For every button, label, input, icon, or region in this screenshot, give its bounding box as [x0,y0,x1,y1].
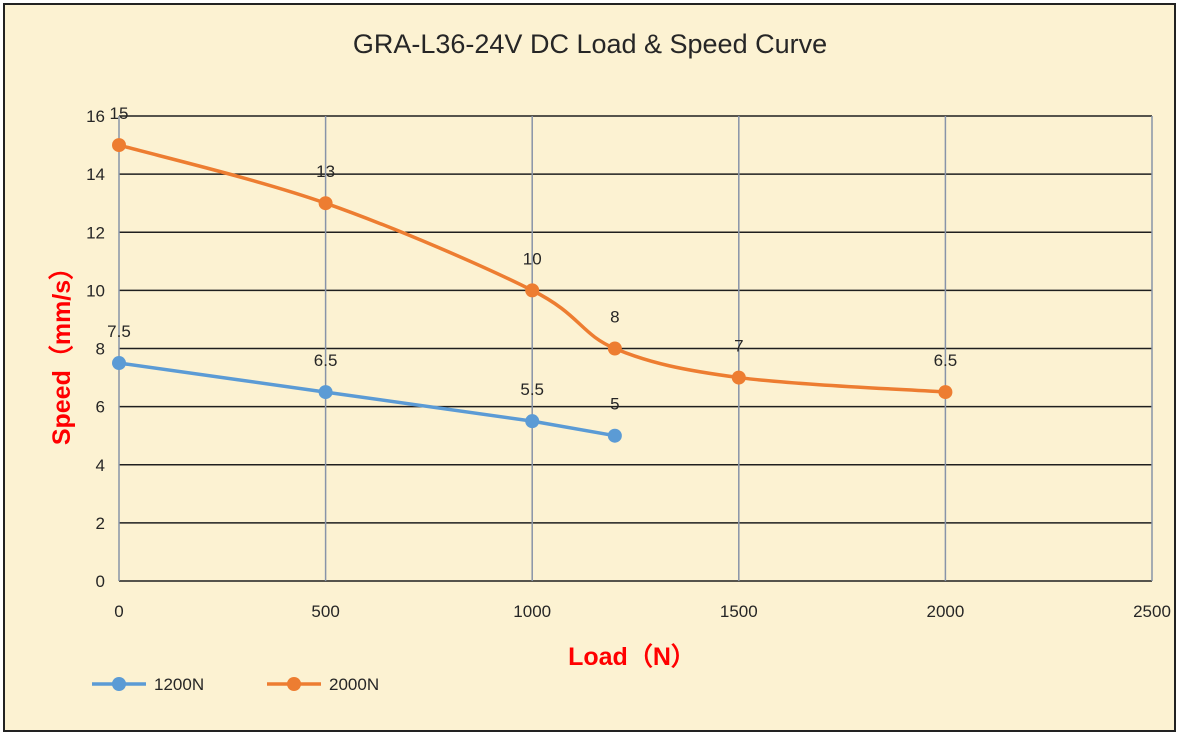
tick-labels: 0 2 4 6 8 10 12 14 16 0 500 1000 1500 2000 2500 [86,107,1171,621]
y-tick-label: 14 [86,165,105,184]
y-axis-title: Speed（mm/s） [47,255,76,445]
data-label: 5.5 [520,380,544,399]
data-labels: 7.5 6.5 5.5 5 15 13 10 8 7 6.5 [107,104,957,414]
data-label: 15 [110,104,129,123]
x-tick-label: 2000 [926,602,964,621]
data-point [607,341,622,356]
x-tick-label: 1000 [513,602,551,621]
data-label: 6.5 [314,351,338,370]
data-point [731,370,746,385]
chart-frame [3,3,1176,732]
x-tick-label: 0 [114,602,123,621]
legend-marker [287,677,301,691]
y-tick-label: 12 [86,223,105,242]
data-point [525,283,540,298]
y-tick-label: 0 [96,572,105,591]
legend-entry: 1200N [154,675,204,694]
legend: 1200N 2000N [92,675,379,694]
data-point [318,196,333,211]
data-label: 5 [610,395,619,414]
y-tick-label: 6 [96,398,105,417]
legend-marker [112,677,126,691]
data-point [525,414,540,429]
legend-entry: 2000N [329,675,379,694]
x-axis-title: Load（N） [568,642,696,671]
y-tick-label: 10 [86,281,105,300]
data-point [607,428,622,443]
x-tick-label: 2500 [1133,602,1171,621]
series-line-2000N [117,143,948,394]
y-tick-label: 2 [96,514,105,533]
data-label: 7.5 [107,322,131,341]
y-tick-label: 16 [86,107,105,126]
series [112,138,953,443]
data-label: 13 [316,162,335,181]
data-point [112,138,126,153]
x-tick-label: 1500 [720,602,758,621]
grid [118,115,1153,582]
data-point [318,385,333,400]
chart-title: GRA-L36-24V DC Load & Speed Curve [353,29,827,59]
data-point [112,356,126,371]
y-tick-label: 8 [96,340,105,359]
data-label: 8 [610,308,619,327]
data-label: 10 [523,249,542,268]
data-label: 7 [734,337,743,356]
x-tick-label: 500 [311,602,339,621]
series-line-1200N [117,361,617,438]
data-label: 6.5 [934,351,958,370]
data-point [938,385,953,400]
y-tick-label: 4 [96,456,105,475]
